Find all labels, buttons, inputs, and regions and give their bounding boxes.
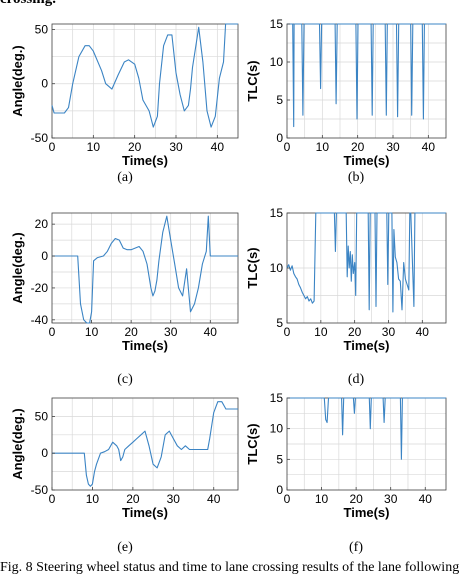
- chart-c-y-tick-label: 20: [35, 217, 49, 231]
- chart-b-x-axis-label: Time(s): [344, 153, 390, 168]
- chart-a-x-tick-label: 30: [169, 140, 183, 154]
- chart-f-x-tick-label: 20: [349, 492, 363, 506]
- chart-b-y-axis-label: TLC(s): [245, 60, 260, 101]
- chart-f-y-tick-label: 10: [270, 422, 284, 436]
- chart-f-y-tick-label: 15: [270, 391, 284, 405]
- chart-b-x-tick-label: 10: [316, 140, 330, 154]
- chart-b-series-line: [287, 23, 446, 128]
- chart-e-y-axis-label: Angle(deg.): [10, 408, 25, 480]
- chart-a-panel-label: (a): [117, 170, 133, 185]
- chart-d-x-tick-label: 10: [314, 325, 328, 339]
- chart-e-x-tick-label: 20: [126, 492, 140, 506]
- chart-e-y-tick-label: 50: [35, 409, 49, 423]
- chart-c-series-line: [52, 215, 238, 324]
- chart-a-y-tick-label: 50: [35, 22, 49, 36]
- chart-a-y-axis-label: Angle(deg.): [10, 45, 25, 117]
- chart-c-y-tick-label: 0: [41, 249, 48, 263]
- chart-c-frame: [51, 212, 239, 324]
- chart-f-series-line: [287, 397, 446, 460]
- chart-e-y-tick-label: -50: [31, 483, 49, 497]
- chart-c-y-axis-label: Angle(deg.): [10, 232, 25, 304]
- chart-f-x-tick-label: 10: [315, 492, 329, 506]
- chart-b-panel-label: (b): [348, 170, 365, 185]
- chart-d-y-tick-label: 5: [276, 316, 283, 330]
- chart-d-x-tick-label: 30: [382, 325, 396, 339]
- chart-b-x-tick-label: 30: [386, 140, 400, 154]
- chart-e-x-tick-label: 10: [86, 492, 100, 506]
- chart-c-x-axis-label: Time(s): [122, 338, 168, 353]
- chart-c-panel-label: (c): [117, 372, 133, 387]
- chart-a-x-tick-label: 0: [49, 140, 56, 154]
- chart-b-x-tick-label: 0: [284, 140, 291, 154]
- chart-b-y-tick-label: 5: [276, 93, 283, 107]
- chart-d-panel-label: (d): [348, 372, 365, 387]
- chart-c-x-tick-label: 30: [164, 325, 178, 339]
- chart-f-y-tick-label: 5: [276, 452, 283, 466]
- chart-c-x-tick-label: 20: [124, 325, 138, 339]
- chart-c-y-tick-label: -40: [31, 313, 49, 327]
- chart-b-y-tick-label: 0: [276, 131, 283, 145]
- chart-f-y-axis-label: TLC(s): [245, 423, 260, 464]
- chart-a-y-tick-label: -50: [31, 131, 49, 145]
- chart-a-series-line: [51, 23, 238, 128]
- chart-c-x-tick-label: 40: [204, 325, 218, 339]
- chart-f-x-tick-label: 0: [284, 492, 291, 506]
- chart-e-panel-label: (e): [117, 540, 133, 555]
- chart-a-x-tick-label: 40: [211, 140, 225, 154]
- chart-b-x-tick-label: 40: [422, 140, 436, 154]
- chart-d-y-axis-label: TLC(s): [245, 247, 260, 288]
- chart-a-y-tick-label: 0: [41, 77, 48, 91]
- chart-e-y-tick-label: 0: [41, 446, 48, 460]
- chart-e-frame: [51, 397, 239, 491]
- chart-a-x-tick-label: 20: [128, 140, 142, 154]
- chart-a-plot-area: [52, 24, 238, 138]
- chart-f-x-axis-label: Time(s): [344, 505, 390, 520]
- top-text-fragment: crossing.: [0, 0, 56, 8]
- chart-d-x-tick-label: 40: [416, 325, 430, 339]
- figure-caption: Fig. 8 Steering wheel status and time to…: [0, 560, 460, 575]
- chart-f-y-tick-label: 0: [276, 483, 283, 497]
- chart-e-x-axis-label: Time(s): [122, 505, 168, 520]
- chart-e-series-line: [52, 401, 238, 487]
- chart-d-y-tick-label: 10: [270, 261, 284, 275]
- chart-f-panel-label: (f): [349, 540, 363, 555]
- chart-d-x-tick-label: 0: [284, 325, 291, 339]
- chart-d-series-line: [286, 212, 446, 313]
- chart-e-x-tick-label: 0: [49, 492, 56, 506]
- chart-e-x-tick-label: 40: [207, 492, 221, 506]
- chart-a-x-axis-label: Time(s): [122, 153, 168, 168]
- chart-a-x-tick-label: 10: [87, 140, 101, 154]
- chart-d-x-tick-label: 20: [348, 325, 362, 339]
- chart-b-x-tick-label: 20: [351, 140, 365, 154]
- chart-c-x-tick-label: 10: [85, 325, 99, 339]
- chart-d-x-axis-label: Time(s): [344, 338, 390, 353]
- chart-f-x-tick-label: 30: [384, 492, 398, 506]
- chart-b-y-tick-label: 15: [270, 17, 284, 31]
- chart-d-y-tick-label: 15: [270, 206, 284, 220]
- chart-e-plot-area: [52, 398, 238, 490]
- chart-e-x-tick-label: 30: [167, 492, 181, 506]
- chart-a-frame: [51, 23, 239, 139]
- chart-b-y-tick-label: 10: [270, 55, 284, 69]
- chart-c-x-tick-label: 0: [49, 325, 56, 339]
- chart-c-y-tick-label: -20: [31, 281, 49, 295]
- chart-f-x-tick-label: 40: [419, 492, 433, 506]
